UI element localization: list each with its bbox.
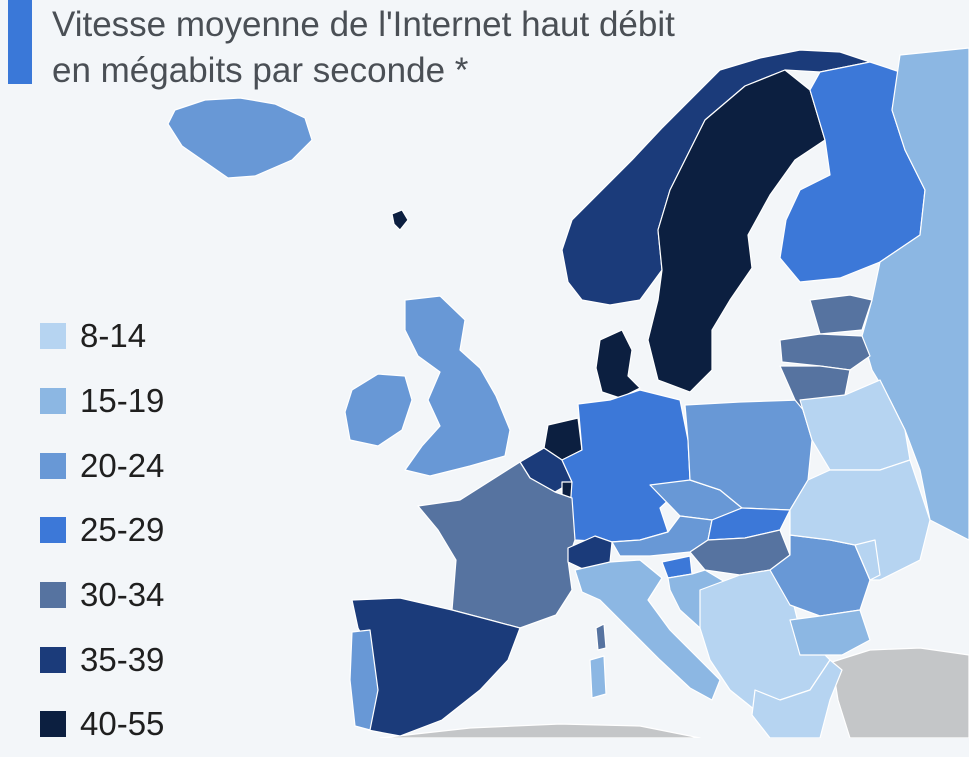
legend-label: 25-29 bbox=[80, 511, 165, 549]
legend-label: 40-55 bbox=[80, 705, 165, 743]
united-kingdom-region bbox=[404, 295, 511, 477]
germany-region bbox=[561, 389, 691, 543]
legend-item: 15-19 bbox=[40, 369, 164, 434]
legend-item: 40-55 bbox=[40, 692, 164, 757]
legend-label: 20-24 bbox=[80, 446, 165, 484]
legend-swatch bbox=[40, 323, 66, 350]
legend-swatch bbox=[40, 711, 66, 738]
ukraine-region bbox=[789, 459, 931, 581]
bulgaria-region bbox=[789, 609, 871, 656]
title-accent-bar bbox=[8, 0, 32, 84]
ireland-region bbox=[344, 373, 413, 447]
map-title: Vitesse moyenne de l'Internet haut débit… bbox=[52, 2, 852, 94]
legend-label: 8-14 bbox=[80, 317, 147, 355]
legend: 8-14 15-19 20-24 25-29 30-34 35-39 40-55 bbox=[40, 304, 164, 757]
title-line-1: Vitesse moyenne de l'Internet haut débit bbox=[52, 5, 675, 44]
europe-map bbox=[167, 47, 969, 738]
france-region bbox=[417, 461, 576, 629]
legend-item: 8-14 bbox=[40, 304, 164, 369]
portugal-region bbox=[349, 629, 379, 731]
legend-label: 30-34 bbox=[80, 576, 165, 614]
denmark-region bbox=[595, 329, 641, 399]
iceland-region bbox=[167, 97, 313, 179]
legend-swatch bbox=[40, 388, 66, 415]
legend-item: 35-39 bbox=[40, 627, 164, 692]
north-africa-region bbox=[379, 723, 701, 738]
legend-label: 15-19 bbox=[80, 382, 165, 420]
greece-region bbox=[751, 659, 843, 738]
legend-swatch bbox=[40, 582, 66, 609]
corsica-region bbox=[595, 623, 607, 651]
legend-label: 35-39 bbox=[80, 640, 165, 678]
estonia-region bbox=[809, 294, 873, 335]
italy-region bbox=[574, 559, 721, 701]
legend-swatch bbox=[40, 646, 66, 673]
legend-item: 20-24 bbox=[40, 433, 164, 498]
moldova-region bbox=[854, 539, 881, 581]
title-line-2: en mégabits par seconde * bbox=[52, 51, 469, 90]
legend-swatch bbox=[40, 517, 66, 544]
legend-swatch bbox=[40, 452, 66, 479]
sweden-region bbox=[647, 69, 826, 393]
turkey-region bbox=[831, 647, 969, 738]
sardinia-region bbox=[589, 655, 607, 699]
faroe-region bbox=[391, 209, 409, 231]
legend-item: 25-29 bbox=[40, 498, 164, 563]
latvia-region bbox=[779, 333, 871, 371]
legend-item: 30-34 bbox=[40, 563, 164, 628]
